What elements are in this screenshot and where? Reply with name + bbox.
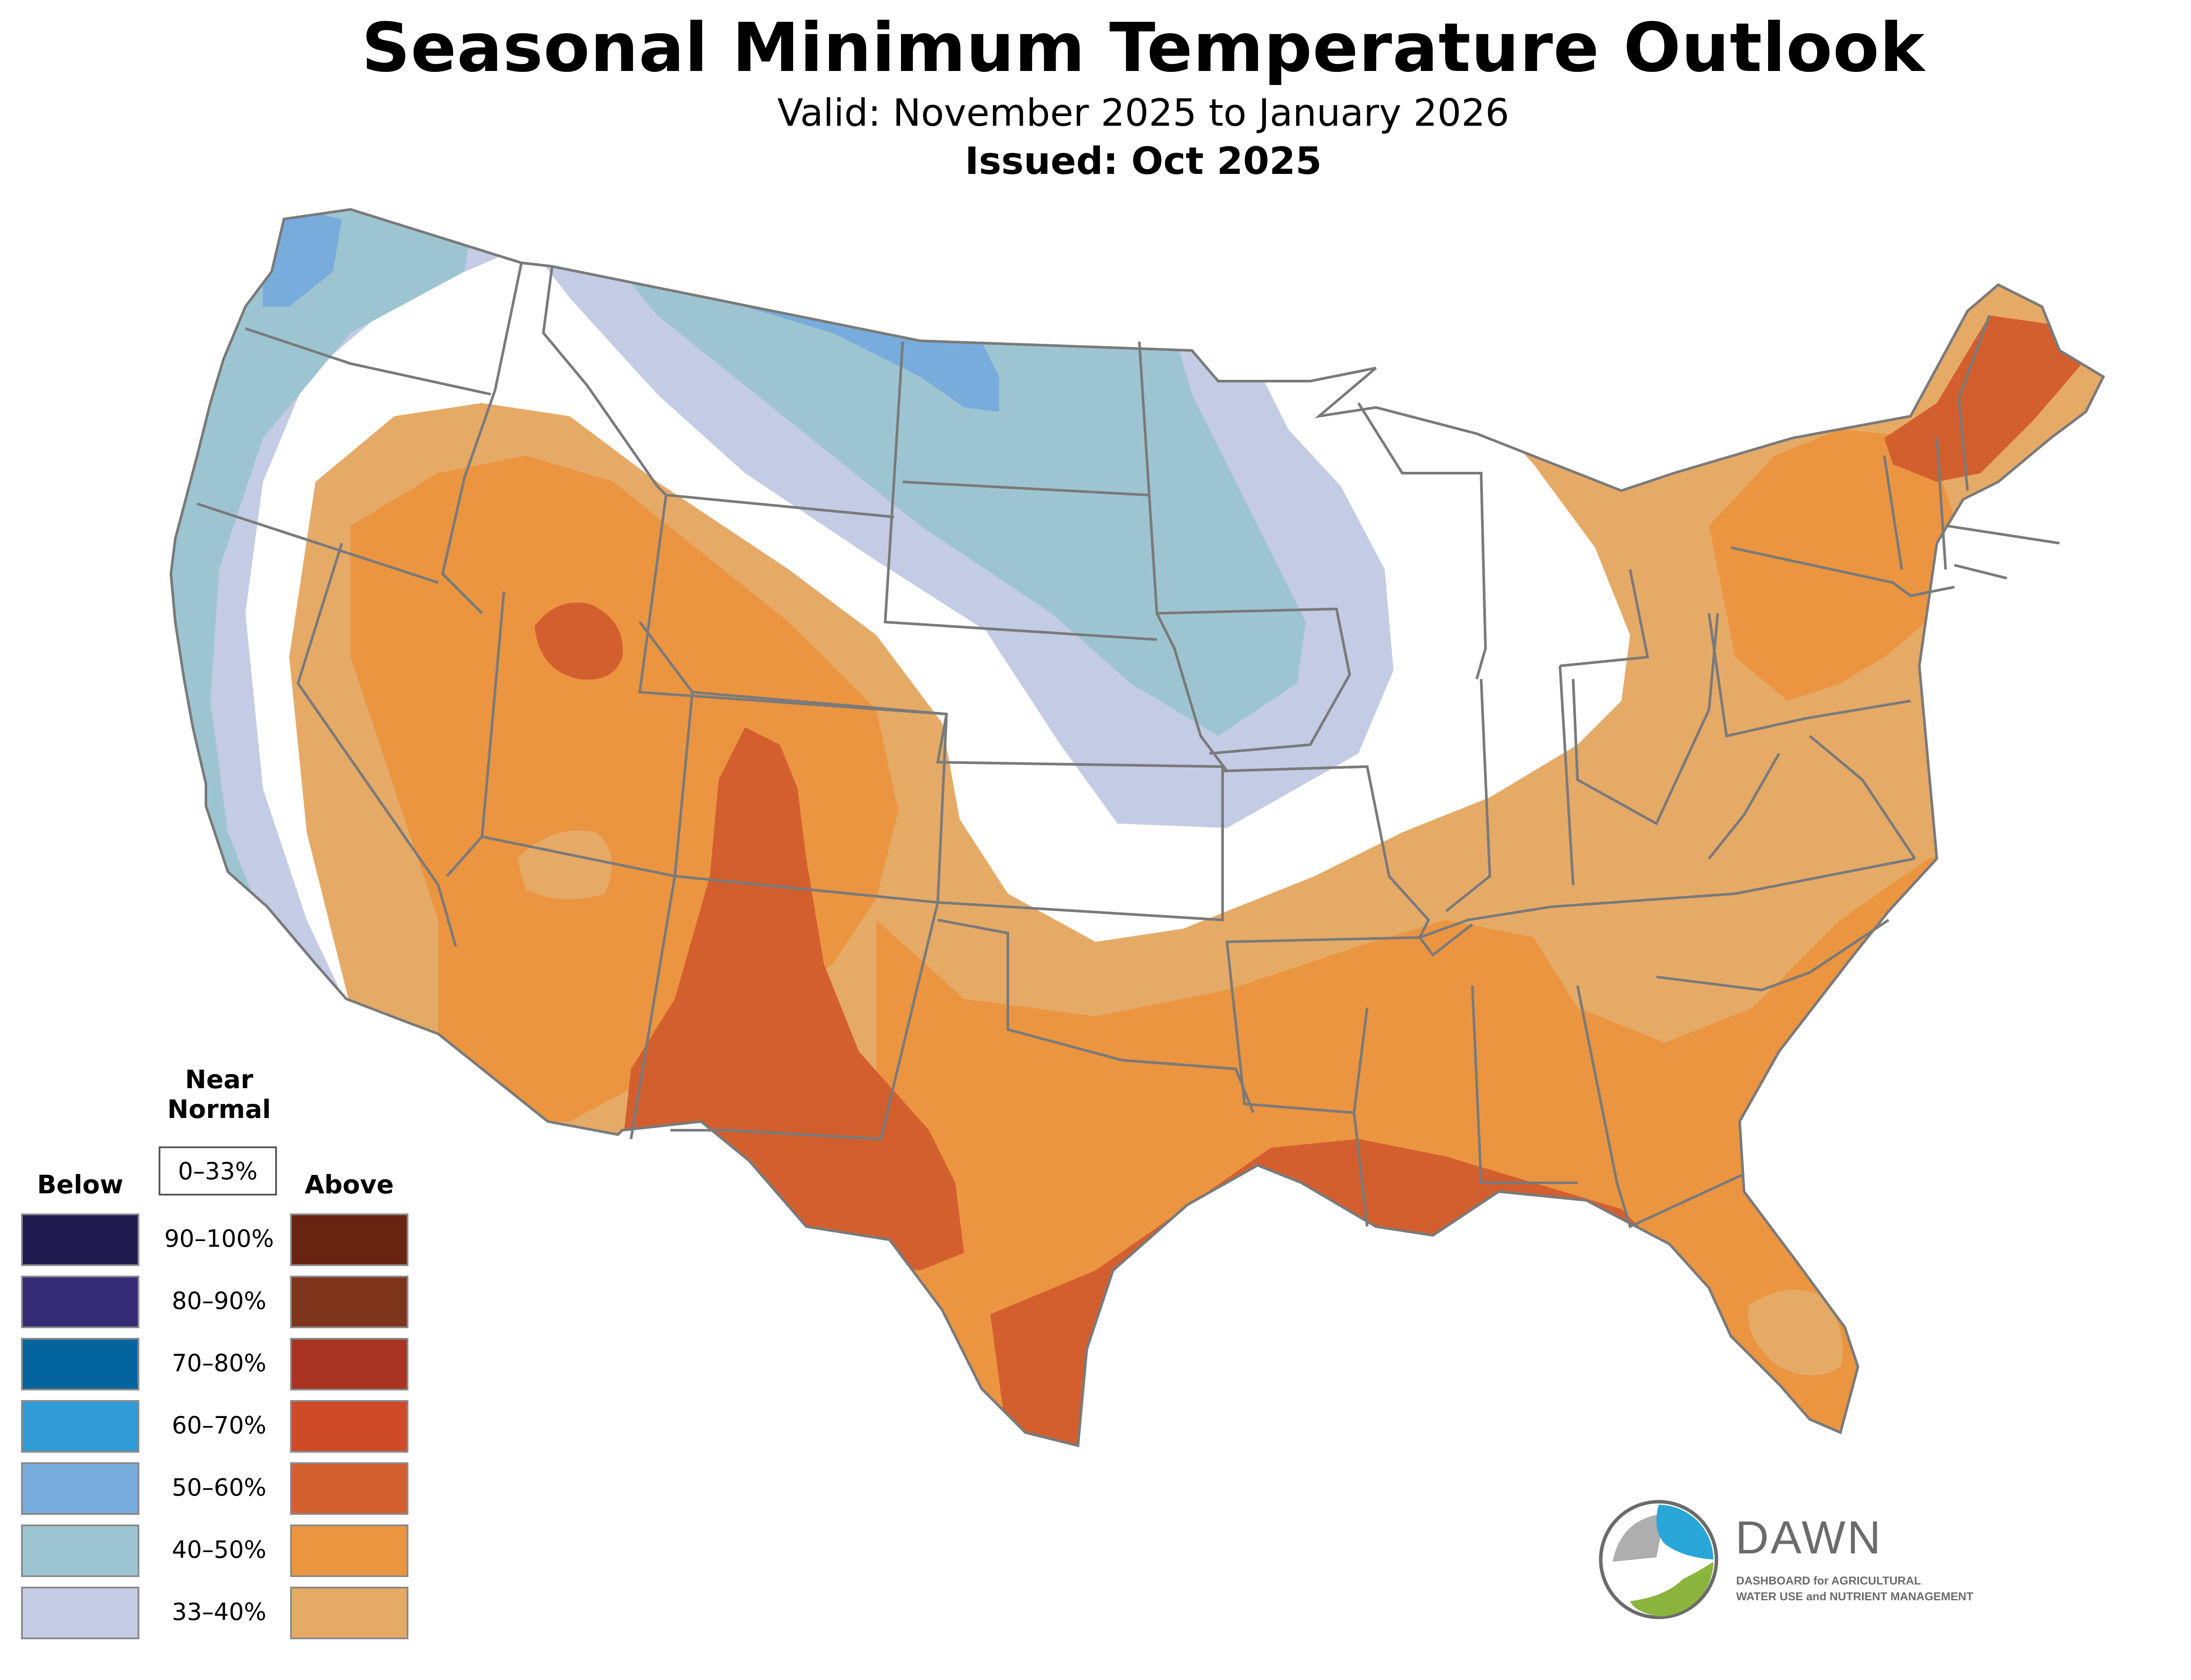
border-mo-ar xyxy=(1222,765,1430,1114)
legend-range-label: 80–90% xyxy=(172,1287,266,1315)
logo-tagline-line1: DASHBOARD for AGRICULTURAL xyxy=(1736,1574,1921,1587)
border-southeast xyxy=(1352,919,1890,1229)
dawn-logo xyxy=(1599,1500,1718,1619)
border-nv-ut xyxy=(481,591,505,837)
zone-above-40-50-northeast xyxy=(1709,429,1954,701)
legend-range-label: 50–60% xyxy=(172,1474,266,1501)
logo-tagline-line2: WATER USE and NUTRIENT MANAGEMENT xyxy=(1736,1590,1974,1603)
valid-period: Valid: November 2025 to January 2026 xyxy=(777,91,1510,135)
zone-above-50-60-maine xyxy=(1884,315,2086,482)
legend-below-swatch xyxy=(21,1462,139,1515)
logo-leaf-icon xyxy=(1630,1562,1713,1616)
legend-range-label: 60–70% xyxy=(172,1411,266,1439)
border-ok-tx xyxy=(937,919,1255,1114)
border-ny-new-england xyxy=(1730,438,2060,598)
legend-range-label: 70–80% xyxy=(172,1349,266,1377)
legend-range-label: 40–50% xyxy=(172,1536,266,1563)
legend-near-normal-line1: Near xyxy=(185,1065,253,1094)
legend-above-swatch xyxy=(290,1462,408,1515)
legend-near-normal-heading: Near Normal xyxy=(149,1065,289,1124)
border-ca-nv xyxy=(296,543,457,947)
border-az xyxy=(446,836,676,1139)
border-mt xyxy=(542,266,894,518)
issued-date: Issued: Oct 2025 xyxy=(964,139,1322,183)
legend-near-normal-line2: Normal xyxy=(167,1094,271,1124)
state-borders xyxy=(171,209,2103,1446)
legend-below-swatch xyxy=(21,1213,139,1266)
legend-above-swatch xyxy=(290,1587,408,1639)
legend-below-swatch xyxy=(21,1276,139,1328)
border-me-nh xyxy=(1957,315,1991,491)
logo-water-drop-icon xyxy=(1656,1505,1713,1560)
zone-above-50-60-wyoming xyxy=(535,602,623,680)
legend-below-swatch xyxy=(21,1587,139,1639)
border-id xyxy=(441,262,523,615)
border-nm xyxy=(670,902,939,1141)
legend-above-swatch xyxy=(290,1524,408,1577)
border-mn-ia xyxy=(1138,341,1351,772)
border-mi xyxy=(1560,569,1649,667)
legend-range-label: 90–100% xyxy=(164,1225,274,1252)
border-wi-il-in xyxy=(1357,402,1574,913)
border-oh-ky-tn xyxy=(1418,613,1915,957)
legend-above-swatch xyxy=(290,1213,408,1266)
legend-above-swatch xyxy=(290,1400,408,1453)
legend-above-swatch xyxy=(290,1276,408,1328)
legend-near-normal-box: 0–33% xyxy=(159,1146,277,1195)
legend-above-heading: Above xyxy=(305,1170,394,1199)
logo-field-pattern-icon xyxy=(1613,1514,1665,1562)
legend-below-swatch xyxy=(21,1400,139,1453)
zone-above-33-40-pocket-fl xyxy=(1748,1290,1843,1376)
legend-range-label: 33–40% xyxy=(172,1598,266,1626)
legend-below-swatch xyxy=(21,1524,139,1577)
legend-near-normal-range: 0–33% xyxy=(178,1157,258,1185)
border-wy xyxy=(638,495,947,715)
legend-above-swatch xyxy=(290,1338,408,1390)
zone-below-50-60-north xyxy=(745,307,999,412)
border-va-wv-pa xyxy=(1708,613,1916,859)
logo-tagline: DASHBOARD for AGRICULTURAL WATER USE and… xyxy=(1736,1573,1973,1604)
legend-below-swatch xyxy=(21,1338,139,1390)
border-co xyxy=(674,691,948,904)
logo-name: DAWN xyxy=(1735,1512,1883,1563)
border-or-ca xyxy=(197,502,439,584)
map-title: Seasonal Minimum Temperature Outlook xyxy=(362,9,1925,87)
legend-below-heading: Below xyxy=(37,1170,124,1199)
border-nd-sd xyxy=(883,341,1157,641)
border-ut xyxy=(482,621,694,878)
border-wa-or xyxy=(245,327,491,396)
